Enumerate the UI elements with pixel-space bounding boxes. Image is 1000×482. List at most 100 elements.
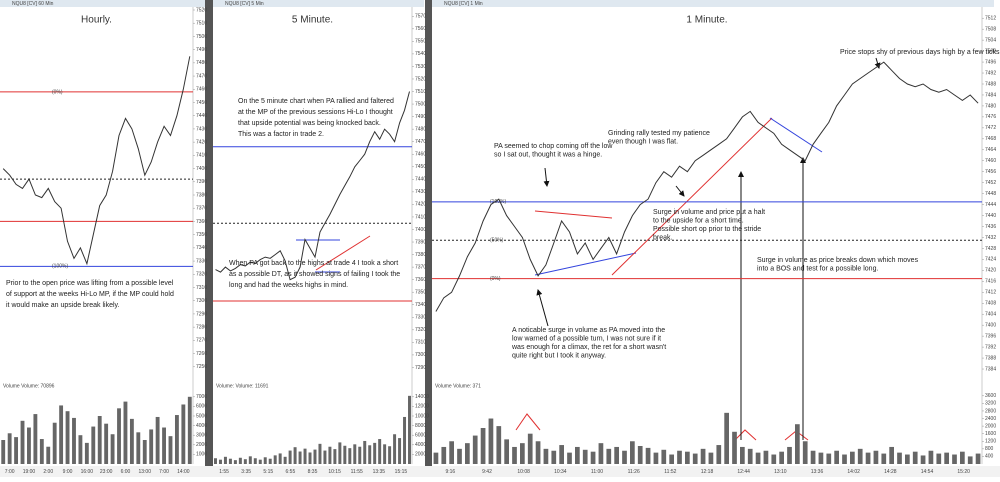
volume-bar: [779, 451, 784, 464]
volume-bar: [348, 448, 352, 464]
volume-bar: [129, 418, 134, 464]
volume-bar: [110, 434, 115, 464]
volume-bar: [850, 451, 855, 464]
volume-bar: [288, 450, 292, 464]
trend-line: [769, 117, 823, 153]
level-label: (50%): [490, 238, 504, 244]
time-label: 3:35: [241, 469, 251, 475]
volume-bar: [328, 446, 332, 464]
y-tick-label: 7392: [985, 344, 996, 350]
volume-bar: [488, 418, 494, 464]
volume-bar: [905, 454, 910, 464]
volume-bar: [258, 459, 262, 464]
y-tick-label: 7410: [196, 153, 207, 159]
annotation: PA seemed to chop coming off the low: [494, 143, 613, 150]
y-tick-label: 7340: [415, 302, 426, 308]
annotation: break.: [653, 234, 673, 241]
volume-bar: [233, 460, 237, 464]
y-tick-label: 7470: [415, 139, 426, 145]
y-tick-label: 7300: [415, 352, 426, 358]
volume-bar: [78, 435, 83, 464]
time-label: 11:52: [664, 469, 676, 475]
volume-bar: [268, 458, 272, 464]
volume-bar: [795, 424, 800, 464]
trend-line: [534, 210, 613, 219]
time-label: 5:15: [263, 469, 273, 475]
volume-bar: [520, 443, 525, 464]
volume-bar: [14, 437, 19, 464]
volume-bar: [278, 453, 282, 464]
y-tick-label: 7416: [985, 279, 996, 285]
volume-bar: [598, 443, 604, 464]
time-label: 19:00: [23, 469, 36, 475]
time-label: 16:00: [81, 469, 94, 475]
volume-bar: [920, 455, 926, 464]
annotation: that upside potential was being knocked …: [238, 120, 381, 127]
panel-title: 5 Minute.: [292, 15, 333, 26]
y-tick-label: 7436: [985, 224, 996, 230]
volume-bar: [787, 446, 792, 464]
annotation: Surge in volume as price breaks down whi…: [757, 257, 919, 264]
y-tick-label: 7390: [415, 239, 426, 245]
trend-line: [534, 252, 637, 276]
y-tick-label: 7250: [196, 364, 207, 370]
y-tick-label: 7310: [415, 340, 426, 346]
volume-bar: [897, 452, 902, 464]
y-tick-label: 7430: [415, 189, 426, 195]
volume-bar: [747, 448, 753, 464]
volume-bar: [187, 396, 192, 464]
y-tick-label: 7330: [196, 258, 207, 264]
y-tick-label: 7490: [415, 114, 426, 120]
volume-bar: [273, 455, 277, 464]
volume-tick-label: 3000: [196, 433, 207, 439]
y-tick-label: 7460: [415, 152, 426, 158]
volume-label: Volume: Volume: 11691: [216, 383, 269, 389]
volume-bar: [433, 452, 439, 464]
y-tick-label: 7350: [415, 290, 426, 296]
y-tick-label: 7460: [985, 158, 996, 164]
volume-bar: [388, 446, 392, 464]
y-tick-label: 7508: [985, 27, 996, 33]
annotation: Prior to the open price was lifting from…: [6, 280, 174, 287]
y-tick-label: 7260: [196, 351, 207, 357]
volume-tick-label: 3200: [985, 401, 996, 407]
volume-tick-label: 400: [985, 454, 994, 460]
y-tick-label: 7476: [985, 114, 996, 120]
volume-bar: [936, 453, 942, 464]
y-tick-label: 7520: [196, 7, 207, 13]
y-tick-label: 7330: [415, 315, 426, 321]
y-tick-label: 7428: [985, 246, 996, 252]
price-line: [435, 61, 979, 312]
y-tick-label: 7430: [196, 126, 207, 132]
y-tick-label: 7490: [196, 47, 207, 53]
time-label: 6:00: [121, 469, 131, 475]
volume-bar: [323, 450, 327, 464]
header-strip: [213, 0, 424, 7]
volume-bar: [496, 426, 502, 464]
y-tick-label: 7320: [196, 272, 207, 278]
time-label: 14:00: [177, 469, 190, 475]
annotation: long and had the weeks highs in mind.: [229, 282, 348, 289]
volume-bar: [677, 450, 682, 464]
y-tick-label: 7408: [985, 301, 996, 307]
time-label: 1:55: [219, 469, 229, 475]
volume-bar: [253, 458, 257, 464]
y-tick-label: 7472: [985, 125, 996, 131]
volume-label: Volume Volume: 371: [435, 383, 481, 389]
volume-bar: [91, 426, 96, 464]
volume-bar: [7, 433, 12, 464]
y-tick-label: 7320: [415, 327, 426, 333]
volume-bar: [857, 448, 863, 464]
volume-label: Volume Volume: 70896: [3, 383, 55, 389]
annotation: so I sat out, thought it was a hinge.: [494, 151, 602, 158]
volume-bar: [441, 446, 447, 464]
volume-tick-label: 6000: [196, 404, 207, 410]
y-tick-label: 7488: [985, 81, 996, 87]
y-tick-label: 7440: [985, 213, 996, 219]
volume-bar: [162, 427, 166, 464]
time-label: 10:34: [554, 469, 567, 475]
y-tick-label: 7520: [415, 76, 426, 82]
level-label: (0%): [52, 89, 63, 95]
trend-line: [315, 235, 371, 271]
